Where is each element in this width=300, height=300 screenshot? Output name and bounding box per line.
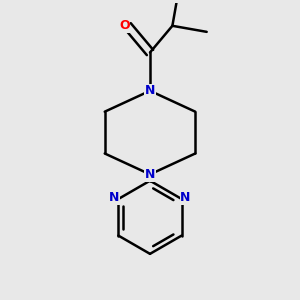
Text: N: N <box>109 191 120 204</box>
Text: N: N <box>180 191 191 204</box>
Text: N: N <box>145 168 155 181</box>
Text: O: O <box>119 19 130 32</box>
Text: N: N <box>145 84 155 97</box>
